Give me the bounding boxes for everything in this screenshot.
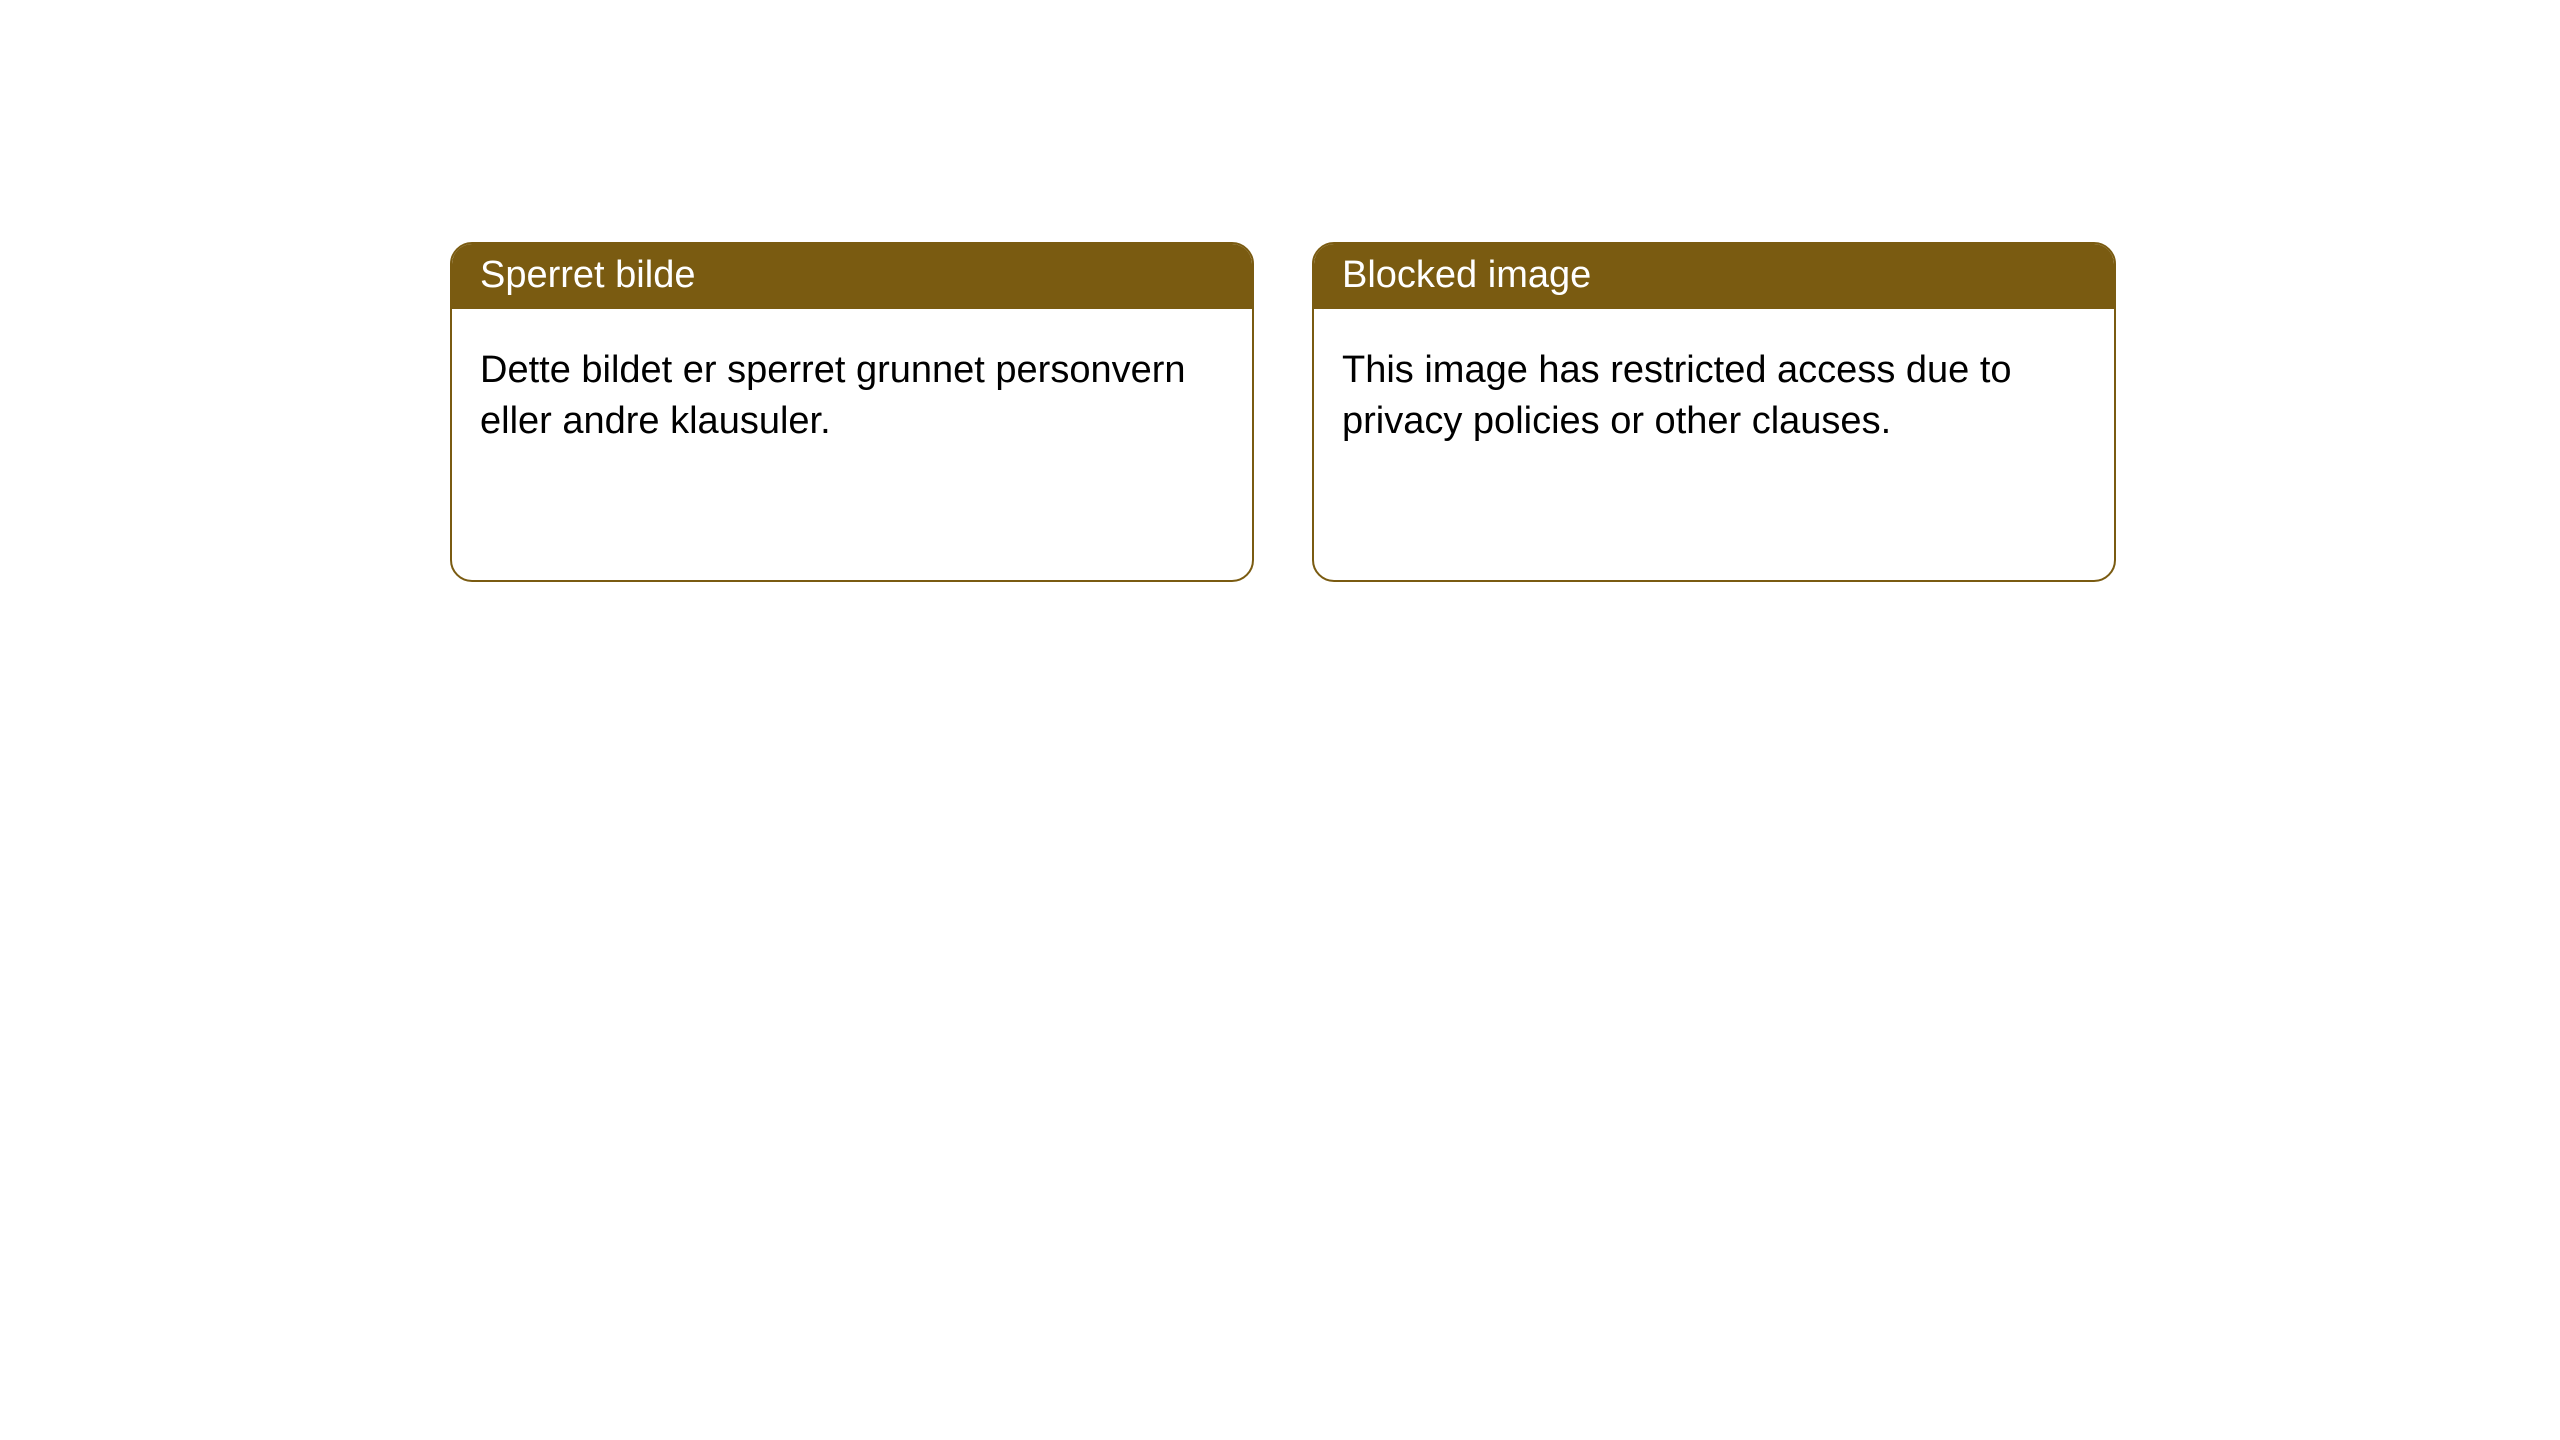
card-body-no: Dette bildet er sperret grunnet personve… — [452, 309, 1252, 476]
card-body-en: This image has restricted access due to … — [1314, 309, 2114, 476]
card-header-en: Blocked image — [1314, 244, 2114, 309]
notice-container: Sperret bilde Dette bildet er sperret gr… — [0, 0, 2560, 582]
card-header-no: Sperret bilde — [452, 244, 1252, 309]
blocked-image-card-no: Sperret bilde Dette bildet er sperret gr… — [450, 242, 1254, 582]
blocked-image-card-en: Blocked image This image has restricted … — [1312, 242, 2116, 582]
